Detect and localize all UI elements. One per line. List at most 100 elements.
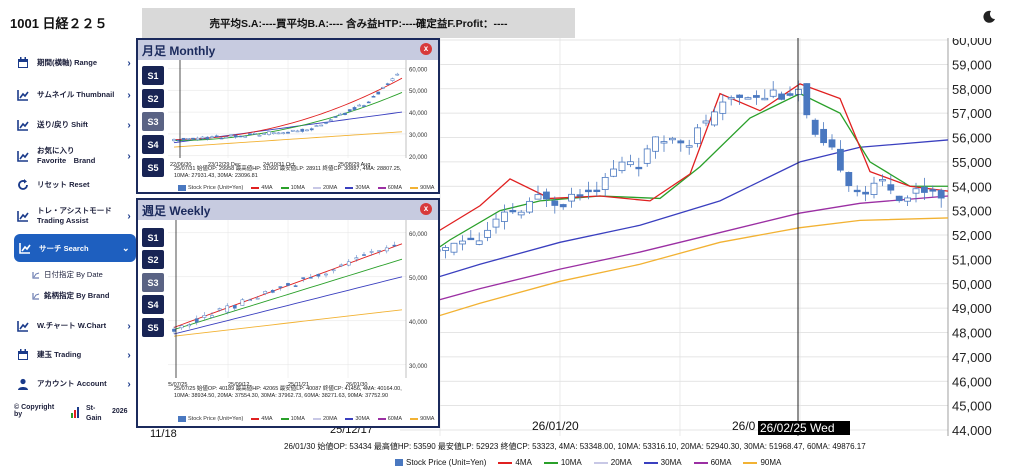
chart-icon bbox=[17, 151, 29, 162]
sidebar-item-wchart[interactable]: W.チャート W.Chart › bbox=[16, 319, 134, 333]
sidebar-item-label: 期間(横軸) Range bbox=[37, 58, 97, 67]
sidebar-item-search[interactable]: サーチ Search ⌄ bbox=[14, 234, 136, 262]
candle-body bbox=[845, 172, 853, 187]
candle-body bbox=[257, 134, 262, 137]
candle-body bbox=[392, 244, 397, 247]
sidebar-subitem-by-date[interactable]: 日付指定 By Date bbox=[32, 269, 103, 280]
chevron-right-icon: › bbox=[127, 378, 131, 390]
legend-swatch bbox=[743, 461, 758, 464]
candle-body bbox=[267, 131, 271, 135]
candle-body bbox=[238, 135, 243, 138]
sidebar-item-reset[interactable]: リセット Reset bbox=[16, 178, 134, 192]
candle-body bbox=[559, 204, 567, 208]
sidebar-item-range[interactable]: 期間(横軸) Range › bbox=[16, 56, 134, 70]
candle-body bbox=[293, 285, 298, 287]
candle-body bbox=[484, 229, 491, 238]
calendar-icon bbox=[18, 349, 28, 360]
copyright-line1: © Copyright bbox=[14, 404, 55, 411]
candle-body bbox=[278, 286, 283, 288]
legend-label: 4MA bbox=[261, 416, 273, 422]
y-tick-label: 48,000 bbox=[952, 326, 992, 341]
candle-body bbox=[300, 128, 305, 132]
y-tick-label: 44,000 bbox=[952, 423, 992, 436]
s5-button[interactable]: S5 bbox=[142, 318, 164, 337]
s1-button[interactable]: S1 bbox=[142, 66, 164, 85]
candle-body bbox=[331, 269, 336, 272]
legend-label: 60MA bbox=[387, 416, 403, 422]
ma-line bbox=[173, 309, 403, 337]
sidebar-item-label: アカウント Account bbox=[37, 379, 107, 388]
x-tick-label: 26/0 bbox=[732, 419, 756, 433]
ma-line bbox=[400, 92, 948, 275]
legend-item: 10MA bbox=[280, 185, 305, 191]
y-tick-label: 50,000 bbox=[409, 276, 428, 282]
candle-body bbox=[870, 182, 878, 195]
candle-body bbox=[290, 129, 295, 132]
candle-body bbox=[343, 112, 347, 115]
candle-body bbox=[475, 240, 483, 245]
ma-line bbox=[173, 92, 403, 141]
candle-body bbox=[362, 105, 366, 107]
y-tick-label: 46,000 bbox=[952, 374, 992, 389]
candle-body bbox=[786, 93, 794, 96]
legend-swatch bbox=[345, 187, 354, 189]
close-icon[interactable]: x bbox=[420, 203, 432, 215]
y-tick-label: 40,000 bbox=[409, 320, 428, 326]
sidebar-item-trading-assist[interactable]: トレ・アシストモード Trading Assist › bbox=[16, 206, 134, 226]
legend-item: 4MA bbox=[498, 458, 532, 467]
s1-button[interactable]: S1 bbox=[142, 228, 164, 247]
candle-body bbox=[501, 211, 508, 222]
candle-body bbox=[324, 121, 328, 124]
s3-button[interactable]: S3 bbox=[142, 273, 164, 292]
copyright: © Copyright by bbox=[14, 404, 54, 418]
weekly-info: 25/07/25 始値OP: 40189 最高値HP: 42065 最安値LP:… bbox=[174, 386, 402, 399]
candle-body bbox=[395, 73, 400, 76]
s4-button[interactable]: S4 bbox=[142, 295, 164, 314]
legend-label: 20MA bbox=[322, 416, 338, 422]
candle-body bbox=[243, 136, 248, 138]
sidebar-item-label: リセット Reset bbox=[37, 180, 90, 189]
monthly-candlestick-chart[interactable]: 60,000 50,000 40,000 30,000 20,000 22/06/30 23… bbox=[168, 60, 438, 168]
chevron-down-icon: ⌄ bbox=[122, 242, 130, 253]
main-candlestick-chart[interactable]: 60,000 59,000 58,000 57,000 56,000 55,000 54,0… bbox=[400, 38, 1000, 436]
s4-button[interactable]: S4 bbox=[142, 135, 164, 154]
chart-icon bbox=[32, 292, 40, 300]
s2-button[interactable]: S2 bbox=[142, 89, 164, 108]
chevron-right-icon: › bbox=[127, 119, 131, 131]
sidebar-item-favorite[interactable]: お気に入り Favorite Brand › bbox=[16, 146, 134, 166]
candle-body bbox=[354, 257, 359, 260]
weekly-candlestick-chart[interactable]: 60,000 50,000 40,000 30,000 25/07/25 25/09/12… bbox=[168, 220, 438, 388]
candle-body bbox=[362, 254, 366, 256]
candle-body bbox=[467, 237, 475, 241]
sidebar: 期間(横軸) Range › サムネイル Thumbnail › 送り/戻り S… bbox=[4, 44, 136, 436]
candle-body bbox=[710, 111, 718, 126]
x-tick-label: 23/12/29 Dec bbox=[208, 162, 241, 168]
candle-body bbox=[219, 137, 224, 140]
dark-mode-moon-icon[interactable] bbox=[982, 10, 996, 24]
candle-body bbox=[626, 161, 634, 166]
y-tick-label: 52,000 bbox=[952, 228, 992, 243]
s5-button[interactable]: S5 bbox=[142, 158, 164, 177]
legend-item: 4MA bbox=[251, 185, 273, 191]
candle-body bbox=[744, 97, 752, 100]
sidebar-subitem-label: 日付指定 By Date bbox=[44, 270, 103, 279]
x-tick-label: 25/11/21 bbox=[288, 382, 309, 388]
main-chart-info: 26/01/30 始値OP: 53434 最高値HP: 53590 最安値LP:… bbox=[284, 442, 866, 451]
candle-body bbox=[643, 148, 651, 164]
candle-body bbox=[778, 93, 786, 100]
s3-button[interactable]: S3 bbox=[142, 112, 164, 131]
sidebar-item-trading[interactable]: 建玉 Trading › bbox=[16, 348, 134, 362]
sidebar-item-shift[interactable]: 送り/戻り Shift › bbox=[16, 118, 134, 132]
cursor-date-label: 26/02/25 Wed bbox=[760, 421, 835, 435]
candle-body bbox=[224, 136, 229, 139]
y-tick-label: 53,000 bbox=[952, 204, 992, 219]
sidebar-item-thumbnail[interactable]: サムネイル Thumbnail › bbox=[16, 88, 134, 102]
close-icon[interactable]: x bbox=[420, 43, 432, 55]
s2-button[interactable]: S2 bbox=[142, 250, 164, 269]
sidebar-item-label: お気に入り Favorite Brand bbox=[37, 146, 96, 165]
candle-body bbox=[660, 141, 668, 144]
sidebar-item-account[interactable]: アカウント Account › bbox=[16, 377, 134, 391]
y-tick-label: 58,000 bbox=[952, 82, 992, 97]
candle-body bbox=[820, 128, 828, 144]
sidebar-subitem-by-brand[interactable]: 銘柄指定 By Brand bbox=[32, 290, 109, 301]
